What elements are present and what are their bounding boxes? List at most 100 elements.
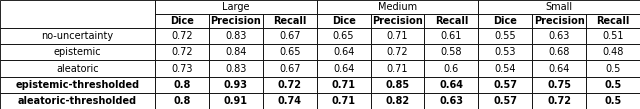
- Text: 0.5: 0.5: [604, 80, 621, 90]
- Text: 0.91: 0.91: [224, 96, 248, 106]
- Bar: [424, 77, 478, 93]
- Text: 0.74: 0.74: [278, 96, 301, 106]
- Bar: [532, 14, 586, 28]
- Text: Precision: Precision: [534, 16, 584, 26]
- Bar: [155, 77, 209, 93]
- Bar: [478, 44, 532, 60]
- Bar: [209, 28, 263, 44]
- Text: 0.93: 0.93: [224, 80, 248, 90]
- Bar: [0, 60, 155, 77]
- Text: 0.73: 0.73: [171, 64, 193, 73]
- Text: 0.75: 0.75: [547, 80, 571, 90]
- Bar: [532, 60, 586, 77]
- Bar: [263, 93, 317, 109]
- Text: Dice: Dice: [170, 16, 194, 26]
- Text: 0.67: 0.67: [279, 31, 300, 41]
- Text: Precision: Precision: [372, 16, 423, 26]
- Text: 0.64: 0.64: [333, 64, 355, 73]
- Text: 0.71: 0.71: [387, 64, 408, 73]
- Bar: [155, 44, 209, 60]
- Text: 0.54: 0.54: [495, 64, 516, 73]
- Bar: [209, 93, 263, 109]
- Bar: [424, 60, 478, 77]
- Text: Large: Large: [222, 2, 250, 12]
- Bar: [209, 60, 263, 77]
- Text: 0.67: 0.67: [279, 64, 300, 73]
- Text: 0.58: 0.58: [440, 47, 462, 57]
- Bar: [317, 14, 371, 28]
- Text: epistemic: epistemic: [54, 47, 101, 57]
- Text: 0.65: 0.65: [333, 31, 355, 41]
- Bar: [155, 14, 209, 28]
- Text: 0.64: 0.64: [548, 64, 570, 73]
- Bar: [371, 44, 424, 60]
- Text: 0.8: 0.8: [173, 96, 191, 106]
- Text: 0.72: 0.72: [387, 47, 408, 57]
- Bar: [586, 93, 640, 109]
- Bar: [424, 14, 478, 28]
- Text: 0.55: 0.55: [495, 31, 516, 41]
- Text: 0.85: 0.85: [385, 80, 410, 90]
- Bar: [317, 28, 371, 44]
- Bar: [586, 77, 640, 93]
- Bar: [424, 28, 478, 44]
- Bar: [155, 93, 209, 109]
- Bar: [424, 44, 478, 60]
- Bar: [155, 60, 209, 77]
- Text: 0.83: 0.83: [225, 64, 246, 73]
- Text: 0.65: 0.65: [279, 47, 300, 57]
- Text: 0.8: 0.8: [173, 80, 191, 90]
- Bar: [263, 14, 317, 28]
- Text: 0.83: 0.83: [225, 31, 246, 41]
- Text: epistemic-thresholded: epistemic-thresholded: [15, 80, 140, 90]
- Text: aleatoric-thresholded: aleatoric-thresholded: [18, 96, 137, 106]
- Text: 0.71: 0.71: [332, 96, 356, 106]
- Bar: [371, 93, 424, 109]
- Text: Recall: Recall: [435, 16, 468, 26]
- Text: 0.68: 0.68: [548, 47, 570, 57]
- Bar: [478, 0, 640, 14]
- Bar: [317, 44, 371, 60]
- Bar: [263, 44, 317, 60]
- Bar: [371, 14, 424, 28]
- Bar: [586, 14, 640, 28]
- Text: 0.51: 0.51: [602, 31, 624, 41]
- Bar: [586, 28, 640, 44]
- Bar: [0, 0, 155, 28]
- Text: Precision: Precision: [211, 16, 261, 26]
- Bar: [0, 44, 155, 60]
- Bar: [478, 60, 532, 77]
- Bar: [371, 77, 424, 93]
- Text: 0.82: 0.82: [385, 96, 410, 106]
- Text: Recall: Recall: [596, 16, 630, 26]
- Bar: [532, 93, 586, 109]
- Bar: [155, 0, 317, 14]
- Bar: [263, 28, 317, 44]
- Bar: [209, 44, 263, 60]
- Bar: [478, 93, 532, 109]
- Bar: [371, 28, 424, 44]
- Bar: [586, 60, 640, 77]
- Bar: [0, 77, 155, 93]
- Text: no-uncertainty: no-uncertainty: [42, 31, 113, 41]
- Text: Dice: Dice: [332, 16, 356, 26]
- Text: 0.72: 0.72: [278, 80, 301, 90]
- Text: 0.57: 0.57: [493, 96, 517, 106]
- Text: 0.6: 0.6: [444, 64, 459, 73]
- Bar: [478, 28, 532, 44]
- Text: 0.57: 0.57: [493, 80, 517, 90]
- Text: 0.5: 0.5: [604, 96, 621, 106]
- Text: 0.64: 0.64: [333, 47, 355, 57]
- Text: 0.61: 0.61: [441, 31, 462, 41]
- Text: Medium: Medium: [378, 2, 417, 12]
- Bar: [209, 14, 263, 28]
- Bar: [478, 77, 532, 93]
- Bar: [478, 14, 532, 28]
- Text: aleatoric: aleatoric: [56, 64, 99, 73]
- Text: 0.72: 0.72: [171, 47, 193, 57]
- Text: 0.64: 0.64: [440, 80, 463, 90]
- Text: 0.72: 0.72: [171, 31, 193, 41]
- Text: Recall: Recall: [273, 16, 307, 26]
- Text: Small: Small: [546, 2, 573, 12]
- Bar: [317, 77, 371, 93]
